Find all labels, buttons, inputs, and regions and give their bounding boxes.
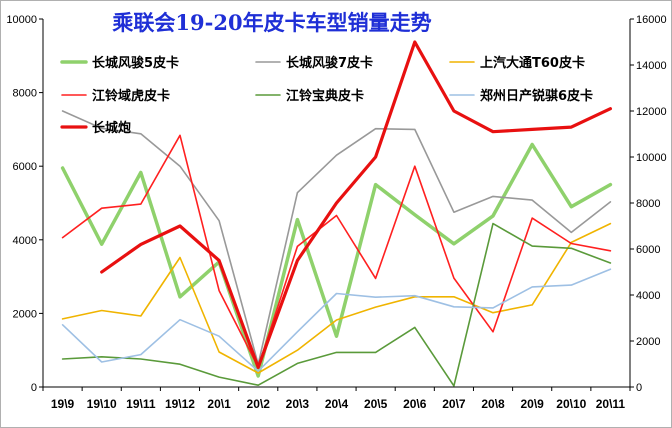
x-tick-label: 20\11: [596, 397, 626, 411]
y-left-tick-label: 0: [31, 382, 37, 394]
legend-label: 长城风骏7皮卡: [286, 55, 373, 71]
series-line-1: [61, 110, 612, 365]
x-tick-label: 20\5: [364, 397, 388, 411]
y-left-tick-label: 10000: [6, 14, 37, 26]
x-tick-label: 20\7: [442, 397, 466, 411]
y-right-tick-label: 6000: [636, 244, 660, 256]
y-left-tick-label: 6000: [13, 161, 37, 173]
x-tick-label: 20\2: [247, 397, 271, 411]
y-right-tick-label: 16000: [636, 14, 667, 26]
series-line-4: [61, 222, 612, 387]
legend-label: 江铃宝典皮卡: [286, 88, 364, 104]
y-right-tick-label: 10000: [636, 152, 667, 164]
y-right-tick-label: 0: [636, 382, 642, 394]
series-line-2: [61, 222, 612, 374]
x-tick-label: 19\10: [87, 397, 117, 411]
x-tick-label: 20\4: [325, 397, 349, 411]
chart-title: 乘联会19-20年皮卡车型销量走势: [111, 10, 431, 35]
y-right-tick-label: 2000: [636, 336, 660, 348]
x-tick-label: 20\6: [403, 397, 427, 411]
series-line-6: [100, 40, 612, 369]
legend-label: 长城炮: [92, 120, 131, 136]
x-tick-label: 19\12: [165, 397, 195, 411]
series-line-0: [60, 142, 613, 378]
legend-label: 江铃域虎皮卡: [92, 88, 170, 104]
y-right-tick-label: 4000: [636, 290, 660, 302]
y-left-tick-label: 2000: [13, 308, 37, 320]
x-tick-label: 20\8: [481, 397, 505, 411]
series-line-5: [61, 268, 612, 372]
y-left-tick-label: 4000: [13, 235, 37, 247]
x-tick-label: 20\10: [556, 397, 586, 411]
x-tick-label: 20\9: [520, 397, 544, 411]
y-left-tick-label: 8000: [13, 88, 37, 100]
x-tick-label: 19\11: [126, 397, 156, 411]
legend-label: 郑州日产锐骐6皮卡: [480, 88, 593, 104]
y-right-tick-label: 14000: [636, 60, 667, 72]
y-right-tick-label: 8000: [636, 198, 660, 210]
x-tick-label: 19\9: [51, 397, 75, 411]
legend-label: 长城风骏5皮卡: [92, 55, 179, 71]
series-line-3: [61, 134, 612, 368]
legend-label: 上汽大通T60皮卡: [480, 55, 585, 71]
y-right-tick-label: 12000: [636, 106, 667, 118]
x-tick-label: 20\1: [207, 397, 231, 411]
x-tick-label: 20\3: [286, 397, 310, 411]
